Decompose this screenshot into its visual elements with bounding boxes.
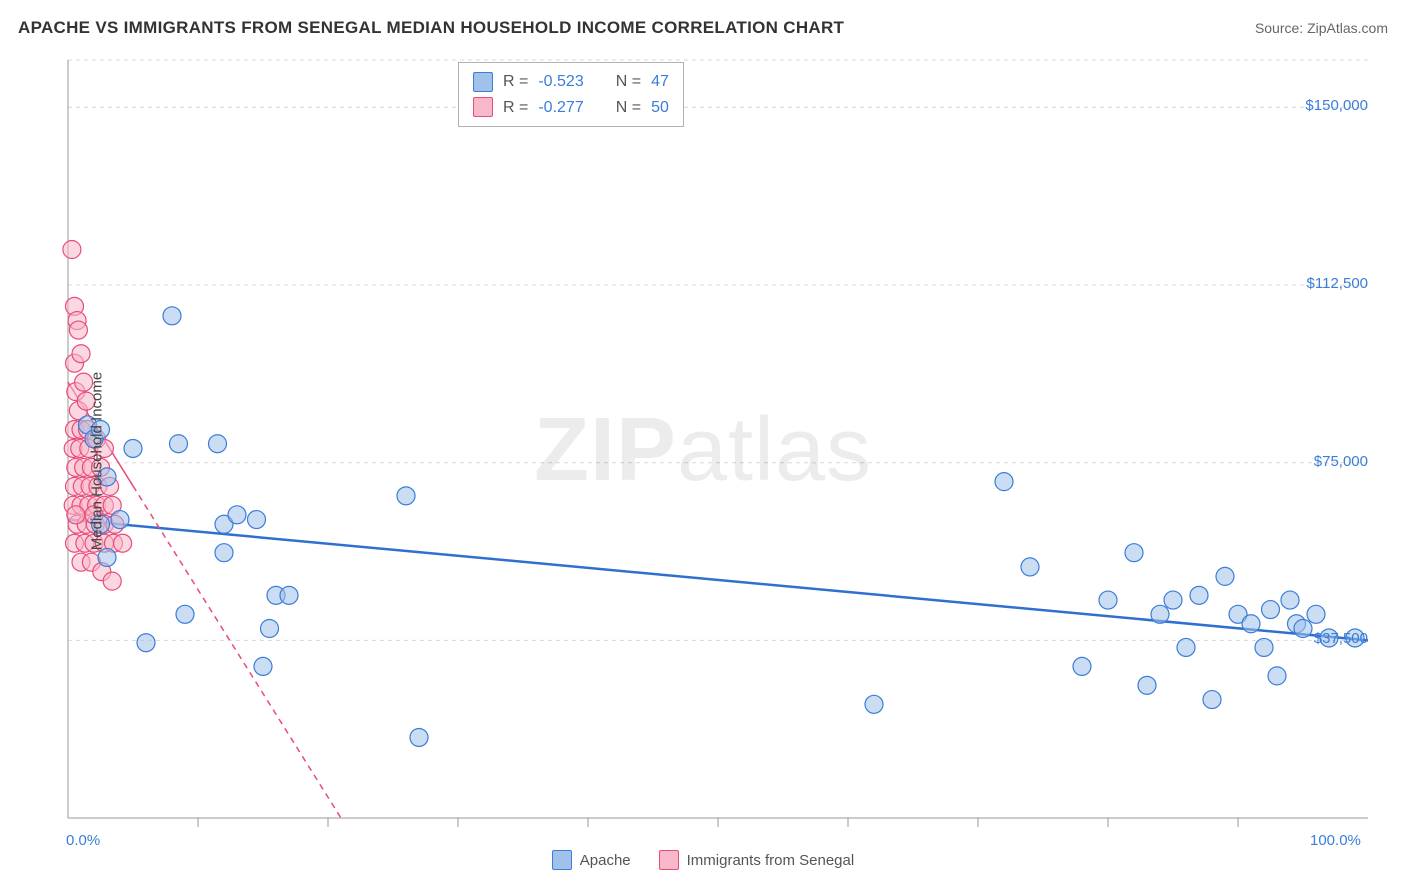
y-tick-label: $75,000 xyxy=(1314,453,1368,470)
source-prefix: Source: xyxy=(1255,20,1307,36)
r-label: R = xyxy=(503,69,528,95)
legend-label: Apache xyxy=(580,852,631,869)
stats-row: R = -0.277 N = 50 xyxy=(473,95,669,121)
correlation-stats-box: R = -0.523 N = 47 R = -0.277 N = 50 xyxy=(458,62,684,127)
scatter-chart xyxy=(18,50,1388,858)
stats-row: R = -0.523 N = 47 xyxy=(473,69,669,95)
n-label: N = xyxy=(616,69,641,95)
y-tick-label: $150,000 xyxy=(1305,97,1368,114)
x-tick-label: 100.0% xyxy=(1310,832,1361,849)
x-tick-label: 0.0% xyxy=(66,832,100,849)
y-tick-label: $37,500 xyxy=(1314,630,1368,647)
source-label: Source: ZipAtlas.com xyxy=(1255,20,1388,36)
n-label: N = xyxy=(616,95,641,121)
legend-item: Apache xyxy=(552,850,631,870)
n-value: 50 xyxy=(651,95,669,121)
legend-label: Immigrants from Senegal xyxy=(687,852,855,869)
legend-item: Immigrants from Senegal xyxy=(659,850,855,870)
r-value: -0.523 xyxy=(538,69,583,95)
source-link[interactable]: ZipAtlas.com xyxy=(1307,20,1388,36)
legend-swatch xyxy=(659,850,679,870)
legend-swatch xyxy=(552,850,572,870)
stats-swatch xyxy=(473,97,493,117)
y-axis-label: Median Household Income xyxy=(89,372,106,550)
stats-swatch xyxy=(473,72,493,92)
n-value: 47 xyxy=(651,69,669,95)
series-legend: Apache Immigrants from Senegal xyxy=(18,850,1388,870)
r-value: -0.277 xyxy=(538,95,583,121)
chart-area: Median Household Income ZIPatlas $37,500… xyxy=(18,50,1388,872)
chart-title: APACHE VS IMMIGRANTS FROM SENEGAL MEDIAN… xyxy=(18,18,844,38)
y-tick-label: $112,500 xyxy=(1307,275,1368,292)
r-label: R = xyxy=(503,95,528,121)
